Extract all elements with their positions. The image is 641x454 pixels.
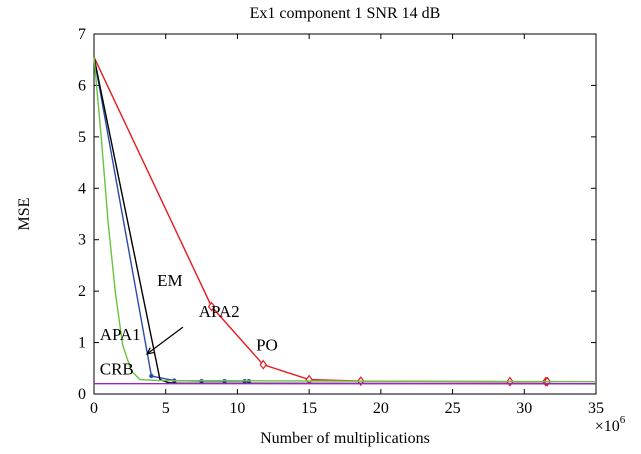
y-tick-label: 1 xyxy=(78,335,86,352)
x-tick-label: 5 xyxy=(162,400,170,417)
y-tick-label: 0 xyxy=(78,386,86,403)
series-em xyxy=(93,56,597,385)
annotation-apa2: APA2 xyxy=(199,302,240,321)
annotation-po: PO xyxy=(256,335,278,354)
y-tick-label: 6 xyxy=(78,77,86,94)
x-axis-label: Number of multiplications xyxy=(260,430,430,447)
annotation-em: EM xyxy=(157,271,183,290)
arrow-shaft xyxy=(146,326,184,355)
plot-area: 0 5 10 15 20 25 30 35 0 1 2 3 4 5 6 7 EM APA2 APA1 PO CRB xyxy=(78,26,604,417)
y-tick-label: 2 xyxy=(78,283,86,300)
point-po xyxy=(259,359,267,370)
series-line-apa1 xyxy=(93,57,597,383)
y-tick-label: 3 xyxy=(78,232,86,249)
chart-title: Ex1 component 1 SNR 14 dB xyxy=(250,5,441,22)
point-po xyxy=(305,374,313,385)
series-line-em xyxy=(93,56,597,385)
y-tick-label: 4 xyxy=(78,180,86,197)
y-axis-label: MSE xyxy=(16,198,33,231)
series-po xyxy=(93,56,551,387)
series-line-po xyxy=(93,56,548,383)
x-tick-label: 25 xyxy=(445,400,461,417)
y-tick-label: 7 xyxy=(78,26,86,43)
x-tick-label: 35 xyxy=(588,400,604,417)
x-tick-label: 10 xyxy=(229,400,245,417)
x-axis-multiplier: ×106 xyxy=(595,414,626,435)
annotation-arrow xyxy=(145,326,184,355)
annotation-crb: CRB xyxy=(100,359,134,378)
annotation-apa1: APA1 xyxy=(100,325,141,344)
point-po xyxy=(207,301,216,312)
x-axis-multiplier-exponent: 6 xyxy=(620,414,626,426)
x-axis-multiplier-base: ×10 xyxy=(595,418,620,435)
axes-frame xyxy=(93,33,597,395)
y-tick-label: 5 xyxy=(78,129,86,146)
series-apa1 xyxy=(93,57,597,383)
arrow-head xyxy=(145,347,155,355)
x-tick-label: 15 xyxy=(301,400,317,417)
x-tick-label: 30 xyxy=(516,400,532,417)
x-tick-label: 20 xyxy=(373,400,389,417)
x-tick-label: 0 xyxy=(90,400,98,417)
point-apa2 xyxy=(149,373,154,379)
